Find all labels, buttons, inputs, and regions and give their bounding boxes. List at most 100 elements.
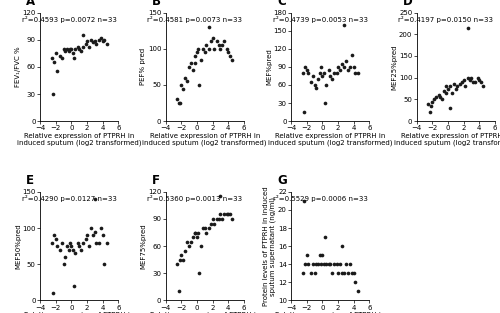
Point: [344, 67, 351, 72]
Point: [334, 64, 342, 69]
Point: [340, 271, 348, 276]
Point: [338, 61, 346, 66]
Point: [228, 217, 236, 222]
Point: [54, 244, 62, 249]
Point: [95, 240, 103, 245]
Point: [226, 212, 234, 217]
Point: [186, 61, 194, 66]
Point: [350, 271, 358, 276]
Point: [352, 280, 360, 285]
Point: [200, 226, 208, 231]
Point: [216, 46, 224, 51]
Y-axis label: MEF50%pred: MEF50%pred: [15, 223, 21, 269]
Point: [456, 82, 464, 87]
Point: [69, 247, 77, 252]
Point: [197, 57, 205, 62]
Point: [321, 100, 329, 105]
Point: [97, 226, 105, 231]
Point: [309, 262, 317, 267]
Point: [310, 82, 318, 87]
Point: [426, 110, 434, 115]
Point: [194, 46, 202, 51]
Point: [74, 44, 82, 49]
Point: [332, 70, 340, 75]
Point: [79, 240, 87, 245]
Point: [210, 221, 218, 226]
Point: [338, 271, 346, 276]
Point: [469, 80, 477, 85]
Point: [176, 100, 184, 105]
Point: [430, 97, 438, 102]
Point: [65, 247, 73, 252]
Point: [177, 253, 185, 258]
Point: [306, 271, 314, 276]
Point: [192, 230, 200, 235]
Point: [184, 239, 192, 244]
Point: [210, 46, 218, 51]
Point: [68, 244, 76, 249]
Point: [174, 262, 182, 267]
Text: G: G: [277, 174, 286, 187]
Point: [474, 75, 482, 80]
Point: [304, 70, 312, 75]
Point: [426, 104, 434, 109]
Point: [75, 46, 83, 51]
Point: [58, 240, 66, 245]
Point: [176, 257, 184, 262]
Point: [330, 70, 338, 75]
Point: [179, 86, 187, 91]
Y-axis label: FEV₁/FVC %: FEV₁/FVC %: [15, 47, 21, 87]
Text: r²=0.4290 p=0.0127 n=33: r²=0.4290 p=0.0127 n=33: [22, 195, 117, 202]
Point: [442, 84, 450, 89]
Point: [321, 234, 329, 239]
Point: [342, 58, 350, 63]
Point: [64, 46, 72, 51]
Point: [468, 75, 475, 80]
Text: r²=0.4581 p=0.0073 n=33: r²=0.4581 p=0.0073 n=33: [148, 16, 242, 23]
Point: [317, 64, 325, 69]
Point: [48, 55, 56, 60]
Point: [199, 226, 207, 231]
Point: [215, 217, 223, 222]
Point: [336, 262, 344, 267]
Point: [99, 39, 107, 44]
Point: [77, 247, 85, 252]
Point: [300, 198, 308, 203]
Point: [190, 61, 198, 66]
Point: [299, 271, 307, 276]
Point: [320, 262, 328, 267]
Point: [66, 46, 74, 51]
Point: [328, 76, 336, 81]
Point: [204, 24, 212, 29]
Point: [90, 40, 98, 45]
Point: [69, 51, 77, 56]
Point: [68, 46, 76, 51]
Point: [464, 25, 471, 30]
Point: [348, 52, 356, 57]
Point: [91, 229, 99, 234]
Point: [192, 54, 200, 59]
Point: [200, 50, 208, 55]
Point: [301, 64, 309, 69]
Point: [70, 55, 78, 60]
Point: [186, 239, 194, 244]
Point: [102, 42, 110, 47]
Point: [354, 70, 362, 75]
Point: [197, 244, 205, 249]
Point: [75, 244, 83, 249]
Point: [194, 230, 202, 235]
Point: [181, 75, 189, 80]
Point: [193, 234, 201, 239]
X-axis label: Relative expression of PTPRH in
induced sputum (log2 transformed): Relative expression of PTPRH in induced …: [17, 312, 142, 313]
Point: [314, 76, 322, 81]
Point: [91, 197, 99, 202]
Point: [448, 90, 456, 95]
Point: [95, 37, 103, 42]
Point: [72, 251, 80, 256]
Point: [450, 82, 458, 87]
Point: [346, 64, 354, 69]
Point: [61, 254, 69, 259]
Point: [472, 80, 480, 85]
Point: [312, 262, 320, 267]
Point: [58, 55, 66, 60]
